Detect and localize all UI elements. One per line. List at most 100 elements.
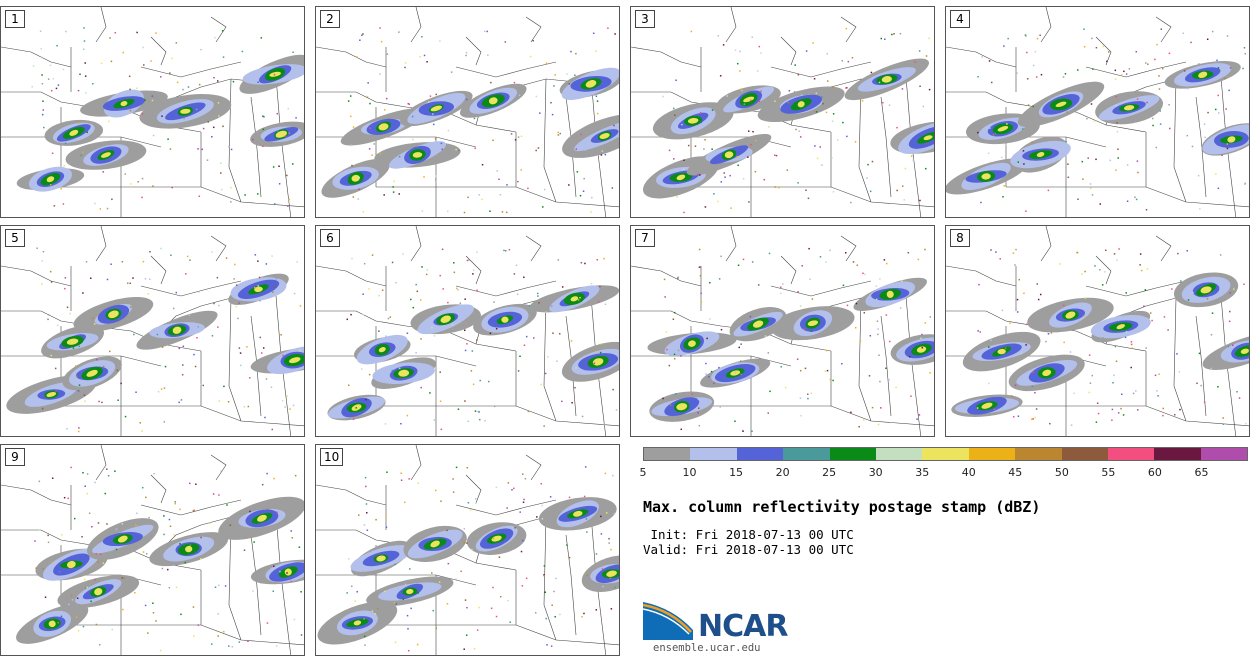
reflectivity-speckle	[273, 477, 275, 480]
reflectivity-speckle	[1039, 34, 1041, 36]
reflectivity-speckle	[1135, 198, 1138, 201]
reflectivity-speckle	[266, 508, 269, 510]
state-border	[780, 36, 797, 66]
ncar-logo-text: NCAR	[698, 609, 788, 644]
reflectivity-speckle	[476, 629, 479, 631]
reflectivity-speckle	[901, 280, 903, 282]
reflectivity-speckle	[114, 470, 116, 472]
reflectivity-speckle	[34, 540, 36, 542]
reflectivity-speckle	[498, 556, 501, 559]
reflectivity-speckle	[1063, 304, 1065, 307]
reflectivity-speckle	[1157, 395, 1159, 397]
reflectivity-speckle	[50, 281, 53, 283]
reflectivity-speckle	[1009, 322, 1011, 324]
reflectivity-speckle	[826, 80, 829, 82]
reflectivity-speckle	[980, 201, 982, 204]
reflectivity-speckle	[432, 123, 435, 126]
reflectivity-speckle	[156, 333, 159, 336]
reflectivity-speckle	[115, 528, 118, 530]
reflectivity-speckle	[180, 613, 182, 616]
reflectivity-speckle	[601, 150, 604, 152]
reflectivity-speckle	[610, 548, 612, 551]
reflectivity-speckle	[1226, 35, 1229, 37]
reflectivity-speckle	[815, 111, 818, 113]
reflectivity-speckle	[275, 277, 278, 280]
reflectivity-speckle	[1083, 28, 1085, 30]
reflectivity-speckle	[93, 323, 96, 325]
reflectivity-speckle	[350, 144, 352, 147]
reflectivity-speckle	[703, 148, 705, 150]
reflectivity-speckle	[1116, 130, 1119, 133]
reflectivity-speckle	[603, 257, 605, 260]
reflectivity-speckle	[1155, 146, 1158, 149]
reflectivity-speckle	[1156, 390, 1158, 392]
reflectivity-speckle	[584, 262, 586, 265]
reflectivity-speckle	[724, 176, 726, 178]
reflectivity-speckle	[393, 602, 395, 604]
reflectivity-speckle	[592, 32, 595, 35]
reflectivity-speckle	[163, 515, 165, 517]
reflectivity-speckle	[700, 301, 703, 303]
reflectivity-speckle	[349, 95, 352, 97]
reflectivity-speckle	[536, 516, 538, 518]
reflectivity-speckle	[473, 647, 476, 650]
reflectivity-speckle	[466, 259, 469, 262]
reflectivity-speckle	[559, 132, 561, 135]
reflectivity-speckle	[803, 328, 805, 330]
reflectivity-cell	[398, 369, 410, 377]
reflectivity-speckle	[805, 50, 808, 52]
reflectivity-speckle	[94, 578, 97, 581]
reflectivity-speckle	[866, 177, 868, 179]
reflectivity-speckle	[797, 182, 799, 184]
reflectivity-speckle	[767, 412, 769, 414]
reflectivity-speckle	[121, 577, 124, 579]
reflectivity-speckle	[706, 337, 708, 340]
reflectivity-speckle	[1115, 169, 1117, 171]
reflectivity-speckle	[734, 420, 736, 423]
site-url[interactable]: ensemble.ucar.edu	[653, 642, 761, 654]
reflectivity-speckle	[925, 55, 928, 57]
reflectivity-speckle	[78, 427, 80, 429]
reflectivity-speckle	[1025, 344, 1027, 346]
reflectivity-cell	[46, 392, 57, 398]
reflectivity-speckle	[784, 386, 787, 389]
reflectivity-cell	[501, 316, 509, 323]
reflectivity-speckle	[292, 163, 294, 165]
reflectivity-speckle	[609, 577, 612, 579]
reflectivity-speckle	[421, 210, 424, 212]
reflectivity-speckle	[1171, 288, 1173, 290]
reflectivity-speckle	[294, 474, 297, 477]
reflectivity-speckle	[416, 290, 419, 293]
reflectivity-speckle	[141, 196, 143, 199]
reflectivity-speckle	[1224, 77, 1226, 80]
reflectivity-speckle	[471, 548, 473, 551]
reflectivity-speckle	[841, 362, 843, 365]
reflectivity-speckle	[479, 379, 481, 382]
reflectivity-speckle	[464, 400, 466, 402]
reflectivity-speckle	[124, 415, 127, 418]
reflectivity-speckle	[1134, 196, 1136, 199]
reflectivity-speckle	[519, 511, 521, 513]
reflectivity-speckle	[742, 177, 745, 180]
reflectivity-speckle	[376, 156, 378, 158]
reflectivity-speckle	[474, 147, 476, 150]
reflectivity-speckle	[568, 184, 570, 186]
colorbar-segment	[736, 448, 784, 460]
reflectivity-speckle	[247, 640, 249, 643]
reflectivity-speckle	[130, 183, 132, 185]
reflectivity-speckle	[919, 199, 921, 202]
state-border	[1085, 61, 1187, 78]
reflectivity-speckle	[264, 416, 266, 419]
reflectivity-speckle	[813, 78, 816, 80]
reflectivity-speckle	[141, 113, 144, 115]
reflectivity-speckle	[994, 132, 997, 135]
reflectivity-speckle	[460, 570, 462, 573]
reflectivity-speckle	[711, 109, 714, 111]
reflectivity-speckle	[1023, 292, 1025, 295]
reflectivity-speckle	[910, 395, 912, 397]
reflectivity-speckle	[1219, 254, 1222, 256]
reflectivity-speckle	[533, 337, 535, 339]
reflectivity-speckle	[509, 621, 511, 623]
reflectivity-speckle	[799, 305, 802, 307]
reflectivity-speckle	[395, 281, 397, 284]
